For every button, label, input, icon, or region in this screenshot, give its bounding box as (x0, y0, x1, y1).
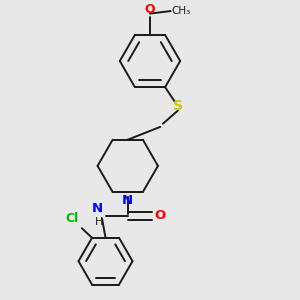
Text: N: N (92, 202, 103, 214)
Text: O: O (154, 209, 165, 222)
Text: O: O (145, 3, 155, 16)
Text: S: S (173, 99, 183, 113)
Text: N: N (122, 194, 133, 207)
Text: Cl: Cl (65, 212, 79, 225)
Text: H: H (94, 217, 103, 227)
Text: CH₃: CH₃ (172, 6, 191, 16)
